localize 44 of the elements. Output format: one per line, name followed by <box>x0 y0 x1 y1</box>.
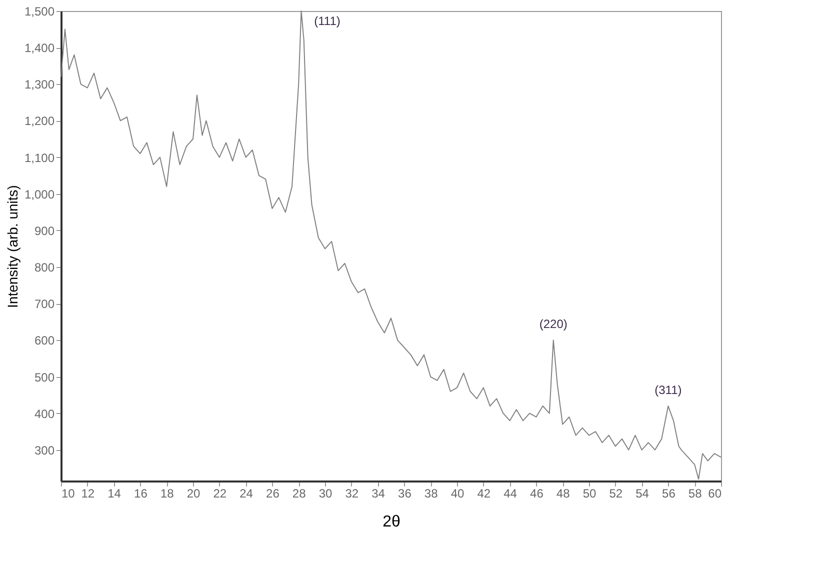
y-tick-label: 900 <box>34 224 55 238</box>
x-tick-label: 44 <box>504 486 518 500</box>
x-axis-title: 2θ <box>382 514 400 530</box>
x-tick-label: 16 <box>134 486 148 500</box>
y-tick-label: 1,400 <box>24 41 55 56</box>
x-tick-label: 26 <box>266 486 280 500</box>
y-tick-label: 600 <box>34 334 55 348</box>
y-tick-label: 1,500 <box>24 4 55 18</box>
x-tick-label: 46 <box>530 486 544 500</box>
y-tick-label: 500 <box>34 370 55 384</box>
y-axis-title: Intensity (arb. units) <box>4 185 20 308</box>
y-tick-label: 1,000 <box>24 187 55 202</box>
x-tick-label: 36 <box>398 486 412 500</box>
annotation: (311) <box>654 383 682 398</box>
y-tick-label: 1,200 <box>24 114 55 128</box>
x-tick-label: 42 <box>477 486 491 500</box>
x-tick-label: 40 <box>450 486 464 500</box>
x-tick-label: 50 <box>582 486 596 500</box>
x-tick-label: 30 <box>318 486 332 500</box>
x-tick-label: 48 <box>556 486 570 500</box>
annotation: (220) <box>539 317 568 332</box>
x-tick-label: 58 <box>688 486 702 500</box>
x-tick-label: 38 <box>424 486 438 500</box>
x-tick-label: 54 <box>636 486 650 500</box>
y-tick-label: 1,100 <box>24 150 55 165</box>
x-tick-label: 60 <box>708 486 722 500</box>
annotation: (111) <box>314 14 340 28</box>
x-tick-label: 34 <box>372 486 386 500</box>
x-tick-label: 56 <box>662 486 676 500</box>
y-tick-label: 800 <box>34 260 55 275</box>
x-tick-label: 14 <box>108 486 122 500</box>
x-tick-label: 52 <box>609 486 623 500</box>
x-tick-label: 20 <box>186 486 200 500</box>
x-tick-label: 24 <box>240 486 254 500</box>
y-tick-label: 1,300 <box>24 78 55 92</box>
y-tick-label: 700 <box>34 297 55 312</box>
y-tick-label: 400 <box>34 406 55 421</box>
x-tick-label: 12 <box>81 486 95 500</box>
x-tick-label: 28 <box>292 486 306 500</box>
x-tick-label: 10 <box>62 486 76 500</box>
y-tick-label: 300 <box>34 443 55 458</box>
x-tick-label: 32 <box>345 486 359 500</box>
x-tick-label: 18 <box>160 486 174 500</box>
x-tick-label: 22 <box>213 486 227 500</box>
